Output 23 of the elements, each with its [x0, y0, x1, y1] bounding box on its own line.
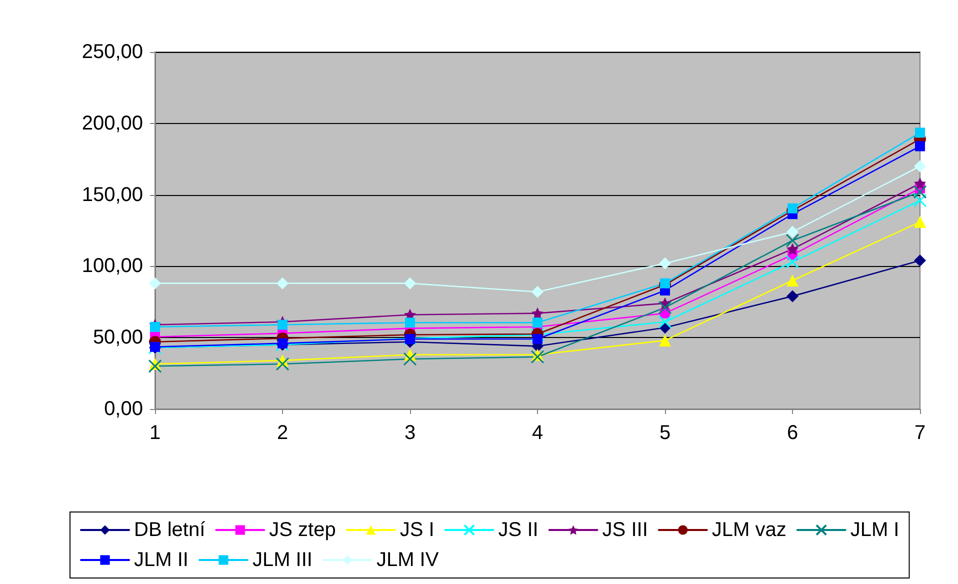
x-tick-label: 6 — [786, 422, 798, 444]
x-tick-label: 5 — [659, 422, 671, 444]
y-tick-label: 250,00 — [82, 41, 143, 63]
y-tick-label: 200,00 — [82, 112, 143, 134]
legend-label: JS III — [602, 519, 648, 541]
legend-label: JS I — [400, 519, 434, 541]
x-tick-label: 3 — [404, 422, 416, 444]
legend-label: JLM III — [252, 549, 312, 571]
legend-label: JS II — [498, 519, 538, 541]
legend-label: JLM II — [134, 549, 188, 571]
x-tick-label: 2 — [276, 422, 288, 444]
legend-label: DB letní — [134, 519, 206, 541]
y-tick-label: 150,00 — [82, 184, 143, 206]
x-tick-label: 4 — [532, 422, 544, 444]
legend-label: JLM vaz — [712, 519, 786, 541]
x-tick-label: 1 — [149, 422, 161, 444]
legend-label: JLM I — [850, 519, 900, 541]
y-tick-label: 100,00 — [82, 255, 143, 278]
legend-label: JLM IV — [376, 549, 440, 571]
x-tick-label: 7 — [914, 422, 926, 444]
y-tick-label: 50,00 — [92, 326, 143, 349]
y-tick-label: 0,00 — [104, 398, 143, 420]
legend-label: JS ztep — [269, 519, 336, 541]
